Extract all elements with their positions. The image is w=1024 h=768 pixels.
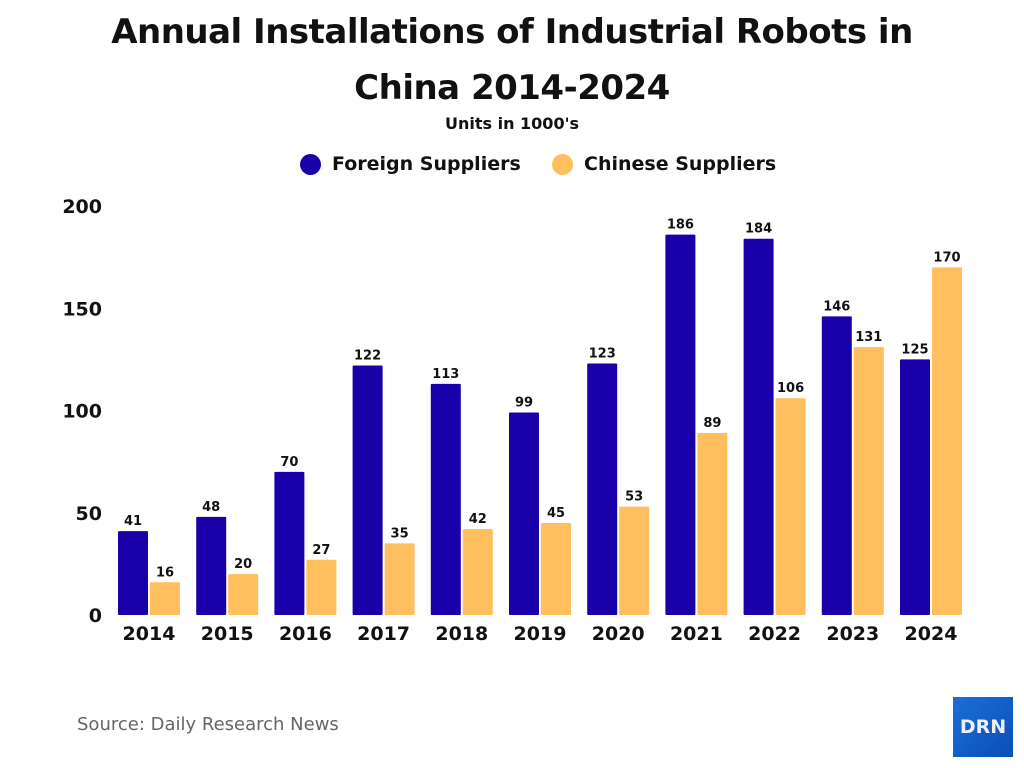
data-label: 41 [124, 514, 142, 529]
data-label: 99 [515, 396, 533, 411]
data-label: 53 [625, 490, 643, 505]
data-label: 113 [432, 367, 459, 382]
bar-foreign-2023 [821, 316, 852, 615]
chart-title-line2: China 2014-2024 [354, 68, 670, 108]
data-label: 146 [823, 299, 850, 314]
bar-chinese-2018 [462, 529, 493, 615]
legend-foreign: Foreign Suppliers [300, 153, 521, 175]
x-tick-label: 2023 [826, 623, 879, 645]
data-label: 184 [745, 222, 772, 237]
data-label: 70 [280, 455, 298, 470]
bar-foreign-2017 [352, 365, 383, 615]
chart-title-line1: Annual Installations of Industrial Robot… [111, 12, 913, 52]
bar-chinese-2020 [619, 506, 650, 615]
data-label: 27 [312, 543, 330, 558]
legend-swatch-foreign [300, 153, 321, 175]
legend-chinese: Chinese Suppliers [552, 153, 776, 175]
data-label: 106 [777, 381, 804, 396]
x-tick-label: 2021 [670, 623, 723, 645]
data-label: 125 [901, 342, 928, 357]
bar-foreign-2019 [509, 412, 539, 615]
bar-chinese-2023 [853, 347, 884, 615]
data-label: 122 [354, 349, 381, 364]
legend-label-foreign: Foreign Suppliers [332, 153, 521, 175]
bar-foreign-2021 [665, 234, 696, 615]
data-label: 170 [933, 250, 960, 265]
bar-foreign-2015 [196, 516, 227, 615]
data-label: 45 [547, 506, 565, 521]
bar-chinese-2017 [384, 543, 415, 615]
legend-swatch-chinese [552, 153, 573, 175]
data-label: 35 [391, 526, 409, 541]
y-tick-label: 50 [76, 503, 102, 525]
data-label: 16 [156, 565, 174, 580]
bar-foreign-2016 [274, 471, 305, 615]
data-label: 89 [703, 416, 721, 431]
y-tick-label: 100 [62, 401, 102, 423]
legend-label-chinese: Chinese Suppliers [584, 153, 777, 175]
x-tick-label: 2020 [592, 623, 645, 645]
x-tick-label: 2017 [357, 623, 410, 645]
x-tick-label: 2015 [201, 623, 254, 645]
x-tick-label: 2024 [905, 623, 958, 645]
x-tick-label: 2014 [123, 623, 176, 645]
bar-foreign-2020 [587, 363, 618, 615]
data-label: 20 [234, 557, 252, 572]
bar-chinese-2019 [541, 522, 571, 615]
x-tick-label: 2016 [279, 623, 332, 645]
data-label: 123 [589, 346, 616, 361]
bar-foreign-2018 [430, 383, 461, 615]
y-tick-label: 150 [62, 298, 102, 320]
bar-foreign-2022 [743, 238, 774, 615]
x-tick-label: 2022 [748, 623, 801, 645]
y-tick-label: 200 [62, 196, 102, 218]
data-label: 186 [667, 218, 694, 233]
bar-foreign-2024 [900, 359, 930, 615]
source-text: Source: Daily Research News [77, 714, 339, 735]
bar-chinese-2015 [228, 574, 259, 615]
x-tick-label: 2019 [514, 623, 567, 645]
x-tick-label: 2018 [435, 623, 488, 645]
bar-foreign-2014 [118, 531, 148, 615]
bar-chinese-2021 [697, 432, 728, 615]
data-label: 131 [855, 330, 882, 345]
bar-chinese-2022 [775, 398, 806, 615]
logo-text: DRN [959, 716, 1007, 738]
bar-chinese-2016 [306, 559, 337, 615]
chart-subtitle: Units in 1000's [444, 114, 579, 133]
data-label: 42 [469, 512, 487, 527]
bar-chinese-2024 [932, 267, 962, 615]
bar-chinese-2014 [150, 582, 180, 615]
drn-logo: DRN [953, 697, 1013, 757]
data-label: 48 [202, 500, 220, 515]
y-tick-label: 0 [89, 605, 102, 627]
